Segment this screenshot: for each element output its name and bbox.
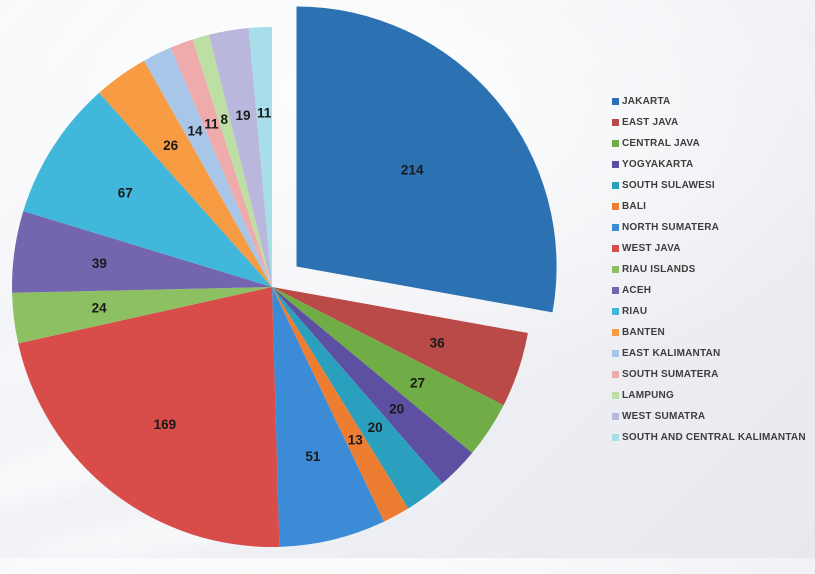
- legend-item-south-sumatera[interactable]: SOUTH SUMATERA: [612, 368, 815, 380]
- legend-item-jakarta[interactable]: JAKARTA: [612, 95, 815, 107]
- legend-label: WEST JAVA: [622, 242, 681, 254]
- slice-value-label-east-java: 36: [430, 335, 446, 350]
- legend-label: EAST JAVA: [622, 116, 679, 128]
- legend-item-north-sumatera[interactable]: NORTH SUMATERA: [612, 221, 815, 233]
- legend-label: JAKARTA: [622, 95, 671, 107]
- legend-swatch-lampung: [612, 391, 619, 399]
- legend-label: WEST SUMATRA: [622, 410, 706, 422]
- slice-value-label-north-sumatera: 51: [305, 449, 321, 464]
- legend-swatch-central-java: [612, 139, 619, 147]
- legend-label: RIAU: [622, 305, 648, 317]
- legend-label: SOUTH AND CENTRAL KALIMANTAN: [622, 431, 806, 443]
- slice-value-label-central-java: 27: [410, 376, 425, 391]
- legend-swatch-north-sumatera: [612, 223, 619, 231]
- legend-swatch-banten: [612, 328, 619, 336]
- pie-slice-riau-islands[interactable]: [12, 287, 272, 344]
- slice-value-label-lampung: 8: [220, 112, 228, 127]
- legend-item-riau[interactable]: RIAU: [612, 305, 815, 317]
- legend-item-lampung[interactable]: LAMPUNG: [612, 389, 815, 401]
- legend-item-south-and-central-kalimantan[interactable]: SOUTH AND CENTRAL KALIMANTAN: [612, 431, 815, 443]
- legend-item-yogyakarta[interactable]: YOGYAKARTA: [612, 158, 815, 170]
- legend-swatch-riau: [612, 307, 619, 315]
- pie-slice-north-sumatera[interactable]: [272, 287, 384, 547]
- pie-slice-south-sumatera[interactable]: [170, 39, 272, 288]
- legend-swatch-east-kalimantan: [612, 349, 619, 357]
- legend-item-banten[interactable]: BANTEN: [612, 326, 815, 338]
- legend-item-aceh[interactable]: ACEH: [612, 284, 815, 296]
- legend-label: ACEH: [622, 284, 652, 296]
- slice-value-label-south-sulawesi: 20: [368, 420, 383, 435]
- pie-slice-south-sulawesi[interactable]: [272, 287, 443, 509]
- legend-item-west-java[interactable]: WEST JAVA: [612, 242, 815, 254]
- pie-slice-west-java[interactable]: [18, 287, 280, 548]
- pie-slice-west-sumatra[interactable]: [208, 28, 272, 287]
- slice-value-label-aceh: 39: [92, 256, 107, 271]
- legend-label: EAST KALIMANTAN: [622, 347, 721, 359]
- legend-item-riau-islands[interactable]: RIAU ISLANDS: [612, 263, 815, 275]
- legend-swatch-east-java: [612, 118, 619, 126]
- legend-item-east-kalimantan[interactable]: EAST KALIMANTAN: [612, 347, 815, 359]
- legend-swatch-west-java: [612, 244, 619, 252]
- pie-slice-bali[interactable]: [272, 287, 409, 522]
- legend-label: NORTH SUMATERA: [622, 221, 720, 233]
- legend-label: CENTRAL JAVA: [622, 137, 700, 149]
- legend-swatch-south-and-central-kalimantan: [612, 433, 619, 441]
- slice-value-label-south-and-central-kalimantan: 11: [257, 106, 272, 121]
- pie-slice-banten[interactable]: [99, 60, 272, 288]
- pie-slice-south-and-central-kalimantan[interactable]: [248, 26, 272, 288]
- legend: JAKARTA EAST JAVA CENTRAL JAVA YOGYAKARTA SO…: [612, 96, 815, 453]
- legend-label: SOUTH SULAWESI: [622, 179, 715, 191]
- legend-item-east-java[interactable]: EAST JAVA: [612, 116, 815, 128]
- pie-slice-lampung[interactable]: [192, 34, 272, 287]
- pie-slice-east-kalimantan[interactable]: [144, 47, 272, 287]
- legend-label: RIAU ISLANDS: [622, 263, 696, 275]
- legend-swatch-south-sulawesi: [612, 181, 619, 189]
- legend-item-central-java[interactable]: CENTRAL JAVA: [612, 137, 815, 149]
- slice-value-label-west-sumatra: 19: [235, 108, 250, 123]
- legend-label: YOGYAKARTA: [622, 158, 694, 170]
- pie-slice-central-java[interactable]: [272, 287, 504, 453]
- slice-value-label-banten: 26: [163, 138, 179, 153]
- slice-value-label-riau-islands: 24: [92, 301, 108, 316]
- legend-label: LAMPUNG: [622, 389, 674, 401]
- pie-slice-riau[interactable]: [23, 92, 272, 287]
- legend-label: BANTEN: [622, 326, 665, 338]
- legend-swatch-aceh: [612, 286, 619, 294]
- legend-item-west-sumatra[interactable]: WEST SUMATRA: [612, 410, 815, 422]
- pie-slice-east-java[interactable]: [272, 287, 528, 406]
- legend-swatch-west-sumatra: [612, 412, 619, 420]
- slice-value-label-jakarta: 214: [401, 162, 424, 177]
- legend-label: SOUTH SUMATERA: [622, 368, 719, 380]
- legend-item-bali[interactable]: BALI: [612, 200, 815, 212]
- slice-value-label-east-kalimantan: 14: [187, 123, 203, 138]
- legend-swatch-jakarta: [612, 97, 619, 105]
- pie-slice-aceh[interactable]: [12, 211, 272, 293]
- legend-label: BALI: [622, 200, 647, 212]
- legend-swatch-riau-islands: [612, 265, 619, 273]
- legend-item-south-sulawesi[interactable]: SOUTH SULAWESI: [612, 179, 815, 191]
- legend-swatch-yogyakarta: [612, 160, 619, 168]
- legend-swatch-south-sumatera: [612, 370, 619, 378]
- slice-value-label-riau: 67: [118, 186, 133, 201]
- pie-slice-jakarta[interactable]: [296, 6, 557, 313]
- slice-value-label-west-java: 169: [154, 417, 177, 432]
- slice-value-label-yogyakarta: 20: [389, 402, 404, 417]
- slice-value-label-south-sumatera: 11: [204, 116, 219, 131]
- pie-slice-yogyakarta[interactable]: [272, 287, 473, 484]
- slice-value-label-bali: 13: [348, 433, 364, 448]
- legend-swatch-bali: [612, 202, 619, 210]
